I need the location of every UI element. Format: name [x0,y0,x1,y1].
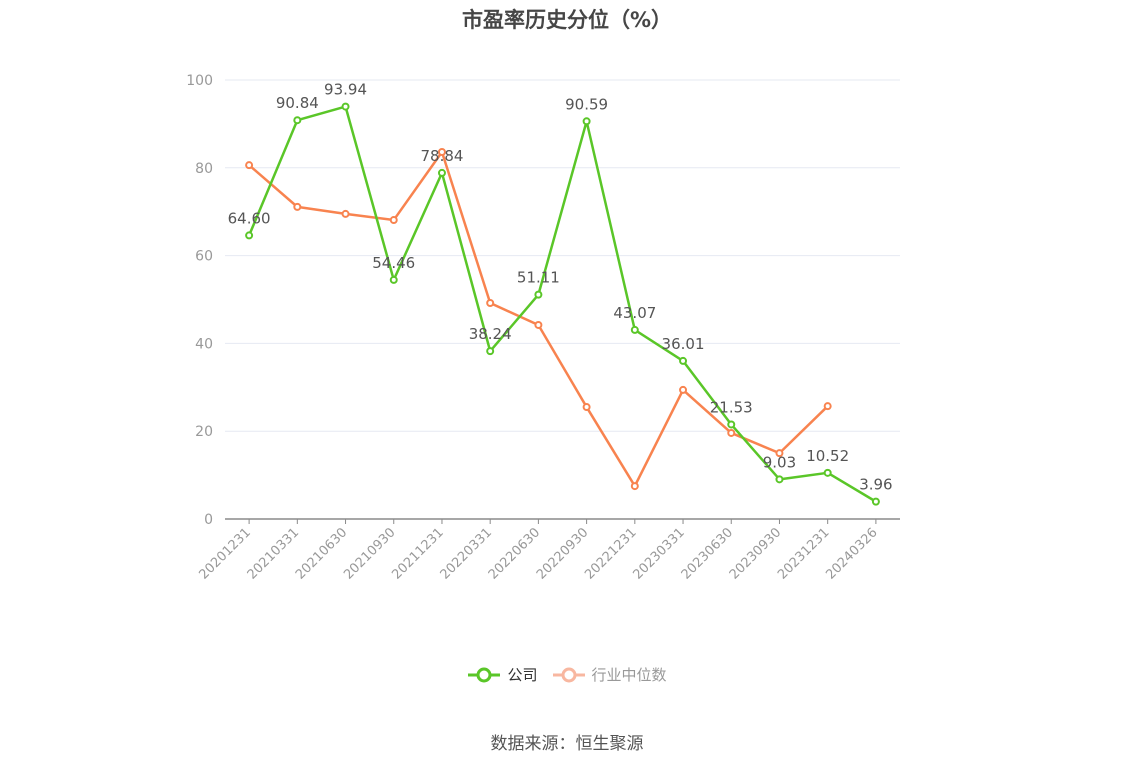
legend-label-industry: 行业中位数 [591,666,667,684]
data-label: 78.84 [420,147,463,165]
data-label: 54.46 [372,254,415,272]
data-label: 38.24 [469,325,512,343]
circle-line-icon [468,667,501,682]
y-tick-label: 0 [204,512,213,528]
x-tick-label: 20221231 [582,525,639,582]
x-tick-label: 20210630 [293,525,350,582]
data-point[interactable] [245,231,254,240]
chart-title: 市盈率历史分位（%） [461,8,673,32]
x-tick-label: 20230630 [679,525,736,582]
y-tick-label: 20 [195,424,213,440]
data-source: 数据来源：恒生聚源 [490,734,644,754]
data-point[interactable] [775,475,784,484]
data-label: 90.59 [565,95,608,113]
data-point[interactable] [727,420,736,429]
data-point[interactable] [341,209,350,218]
x-tick-label: 20220331 [438,525,495,582]
data-label: 9.03 [763,453,796,471]
data-point[interactable] [630,482,639,491]
data-point[interactable] [534,320,543,329]
data-label: 43.07 [613,304,656,322]
data-point[interactable] [823,402,832,411]
line-chart: 0204060801002020123120210331202106302021… [186,73,900,583]
data-label: 10.52 [806,447,849,465]
data-point[interactable] [486,347,495,356]
data-point[interactable] [437,147,446,156]
data-point[interactable] [293,202,302,211]
y-tick-label: 60 [195,249,213,265]
data-label: 90.84 [276,94,319,112]
data-point[interactable] [727,428,736,437]
data-point[interactable] [245,161,254,170]
y-tick-label: 80 [195,161,213,177]
data-point[interactable] [293,116,302,125]
data-point[interactable] [582,403,591,412]
legend: 公司 行业中位数 [0,664,1134,685]
x-tick-label: 20220930 [534,525,591,582]
x-tick-label: 20230930 [727,525,784,582]
x-tick-label: 20230331 [630,525,687,582]
x-tick-label: 20240326 [823,525,880,582]
data-label: 64.60 [228,209,271,227]
x-tick-label: 20231231 [775,525,832,582]
data-label: 51.11 [517,269,560,287]
x-tick-label: 20210930 [341,525,398,582]
data-label: 36.01 [662,335,705,353]
x-tick-label: 20210331 [245,525,302,582]
data-point[interactable] [630,325,639,334]
x-tick-label: 20201231 [197,525,254,582]
data-point[interactable] [823,468,832,477]
legend-item-company[interactable]: 公司 [467,664,538,685]
legend-label-company: 公司 [507,666,538,684]
y-tick-label: 100 [186,73,213,89]
data-point[interactable] [437,168,446,177]
data-point[interactable] [389,216,398,225]
data-point[interactable] [534,290,543,299]
data-point[interactable] [341,102,350,111]
circle-line-icon [552,667,585,682]
data-point[interactable] [679,356,688,365]
data-label: 3.96 [859,476,892,494]
data-label: 93.94 [324,81,367,99]
company-line [247,105,877,503]
data-point[interactable] [389,275,398,284]
data-point[interactable] [871,497,880,506]
y-tick-label: 40 [195,336,213,352]
data-point[interactable] [679,385,688,394]
data-point[interactable] [775,449,784,458]
x-tick-label: 20220630 [486,525,543,582]
data-point[interactable] [486,299,495,308]
data-label: 21.53 [710,398,753,416]
x-tick-label: 20211231 [389,525,446,582]
legend-item-industry[interactable]: 行业中位数 [552,664,667,685]
data-point[interactable] [582,117,591,126]
